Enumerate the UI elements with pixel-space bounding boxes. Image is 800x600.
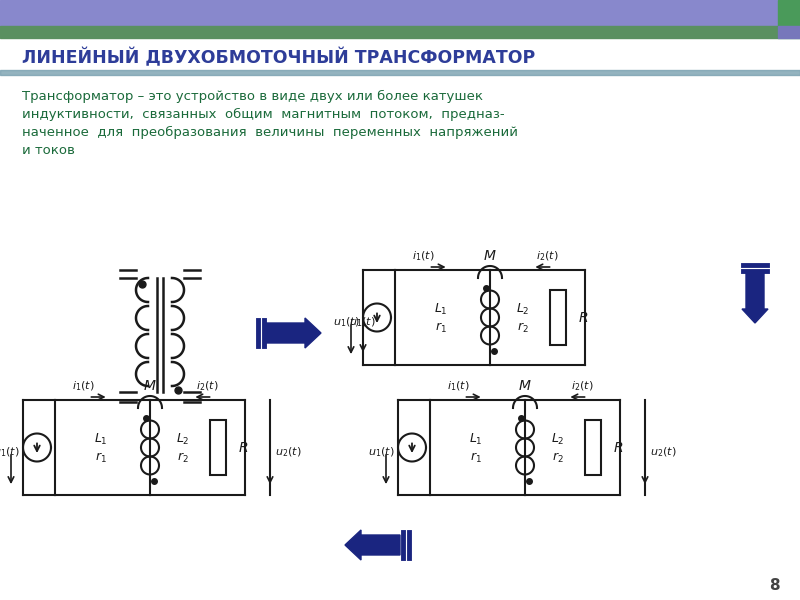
Text: $u_1(t)$: $u_1(t)$ — [367, 446, 394, 460]
Bar — [0, 70, 800, 75]
Text: $L_1$: $L_1$ — [434, 302, 447, 317]
Bar — [550, 290, 566, 345]
Text: $i_1(t)$: $i_1(t)$ — [412, 249, 434, 263]
Text: наченное  для  преобразования  величины  переменных  напряжений: наченное для преобразования величины пер… — [22, 126, 518, 139]
FancyArrow shape — [266, 318, 321, 348]
Text: Трансформатор – это устройство в виде двух или более катушек: Трансформатор – это устройство в виде дв… — [22, 90, 483, 103]
Text: $L_2$: $L_2$ — [551, 432, 565, 447]
Text: $R$: $R$ — [578, 311, 589, 325]
Text: $i_1(t)$: $i_1(t)$ — [72, 379, 94, 393]
Text: $r_1$: $r_1$ — [94, 451, 106, 464]
Bar — [0, 0, 778, 26]
Text: $R$: $R$ — [614, 440, 624, 455]
Text: $u_1(t)$: $u_1(t)$ — [333, 316, 359, 329]
Text: $r_1$: $r_1$ — [434, 320, 446, 335]
Text: $i_2(t)$: $i_2(t)$ — [196, 379, 218, 393]
Text: $L_1$: $L_1$ — [469, 432, 482, 447]
Bar — [778, 26, 800, 38]
Text: $u_1(t)$: $u_1(t)$ — [0, 446, 19, 460]
Text: $M$: $M$ — [143, 379, 157, 393]
Text: $r_2$: $r_2$ — [518, 320, 529, 335]
Text: $i_2(t)$: $i_2(t)$ — [536, 249, 558, 263]
Text: $u_1(t)$: $u_1(t)$ — [349, 315, 375, 329]
Text: индуктивности,  связанных  общим  магнитным  потоком,  предназ-: индуктивности, связанных общим магнитным… — [22, 108, 505, 121]
FancyArrow shape — [345, 530, 400, 560]
Text: 8: 8 — [770, 577, 780, 593]
Text: $M$: $M$ — [483, 249, 497, 263]
Text: $i_2(t)$: $i_2(t)$ — [571, 379, 594, 393]
Text: $r_2$: $r_2$ — [178, 451, 189, 464]
Text: $M$: $M$ — [518, 379, 532, 393]
Bar — [0, 26, 778, 38]
FancyArrow shape — [742, 273, 768, 323]
Text: и токов: и токов — [22, 144, 75, 157]
Bar — [778, 0, 800, 38]
Text: $u_2(t)$: $u_2(t)$ — [650, 446, 677, 460]
Text: $L_2$: $L_2$ — [177, 432, 190, 447]
Text: $r_2$: $r_2$ — [552, 451, 564, 464]
Bar — [210, 420, 226, 475]
Text: $L_2$: $L_2$ — [517, 302, 530, 317]
Text: $u_2(t)$: $u_2(t)$ — [275, 446, 302, 460]
Text: ЛИНЕЙНЫЙ ДВУХОБМОТОЧНЫЙ ТРАНСФОРМАТОР: ЛИНЕЙНЫЙ ДВУХОБМОТОЧНЫЙ ТРАНСФОРМАТОР — [22, 49, 535, 68]
Text: $L_1$: $L_1$ — [94, 432, 107, 447]
Text: $r_1$: $r_1$ — [470, 451, 482, 464]
Text: $i_1(t)$: $i_1(t)$ — [447, 379, 470, 393]
Text: $R$: $R$ — [238, 440, 249, 455]
Bar — [586, 420, 602, 475]
